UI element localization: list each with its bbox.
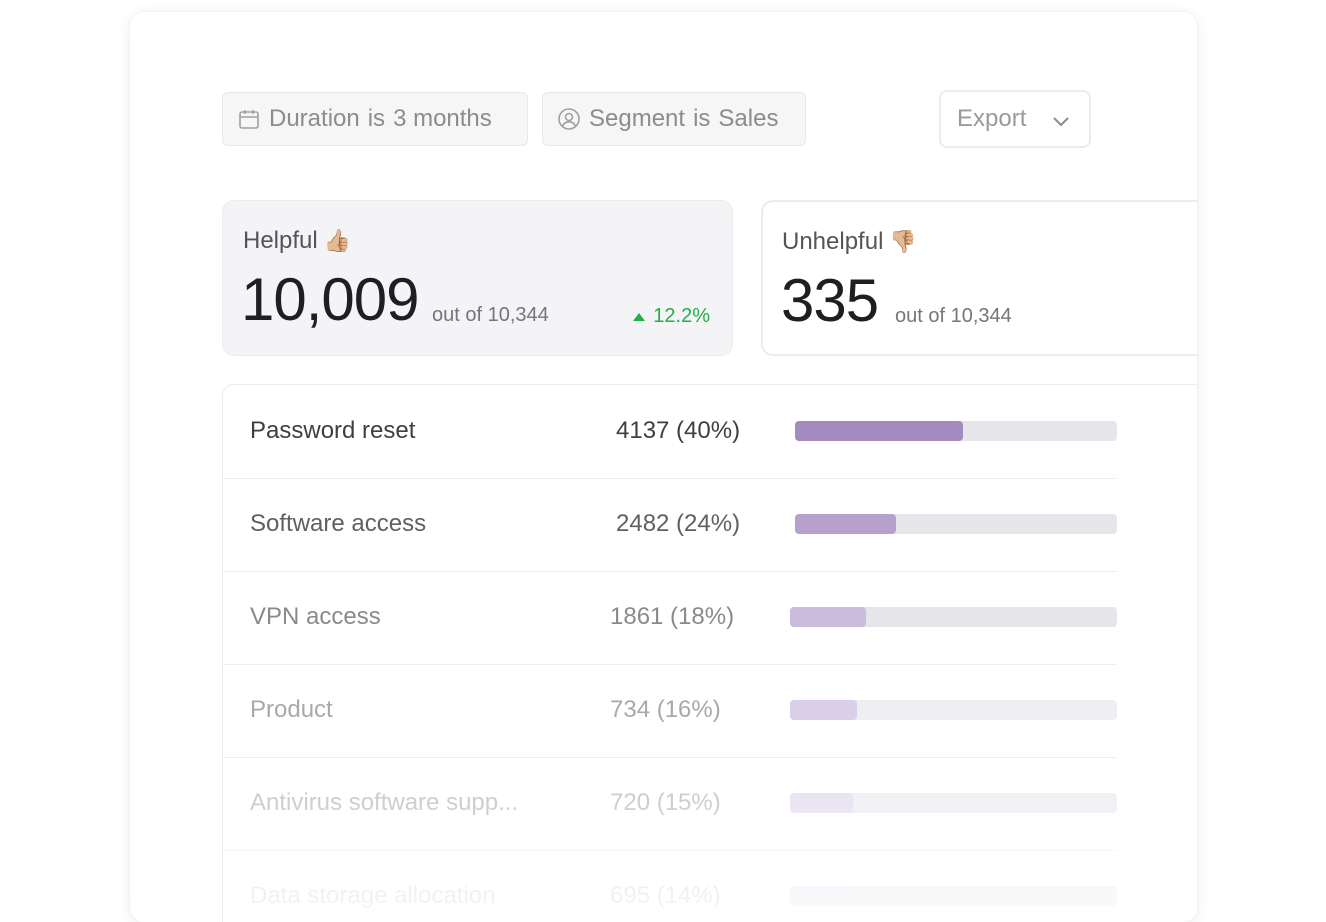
helpful-stat-card[interactable]: Helpful 👍🏼 10,009 out of 10,344 12.2% — [222, 200, 733, 356]
topic-share-bar — [795, 514, 1117, 534]
duration-filter-chip[interactable]: Duration is 3 months — [222, 92, 528, 146]
topic-share-fill — [790, 886, 849, 906]
topic-share-fill — [790, 607, 866, 627]
topic-share-bar — [790, 607, 1117, 627]
helpful-total: out of 10,344 — [432, 304, 549, 326]
topic-name: Product — [250, 696, 333, 723]
unhelpful-label-wrap: Unhelpful 👎🏼 — [782, 228, 917, 256]
filter-key: Duration — [269, 105, 360, 132]
filter-value: 3 months — [393, 105, 492, 132]
topic-name: VPN access — [250, 603, 381, 630]
topic-count: 4137 (40%) — [616, 417, 741, 444]
filter-operator: is — [367, 105, 386, 132]
table-row[interactable]: VPN access 1861 (18%) — [223, 571, 1117, 665]
filter-key: Segment — [589, 105, 686, 132]
filter-value: Sales — [718, 105, 779, 132]
topics-rows: Password reset 4137 (40%) Software access 2… — [223, 385, 1117, 922]
report-panel: Duration is 3 months Segment is Sales Ex… — [130, 12, 1197, 922]
calendar-icon — [237, 107, 261, 131]
thumbs-down-icon: 👎🏼 — [889, 229, 917, 254]
topic-share-bar — [790, 793, 1117, 813]
topic-share-bar — [790, 886, 1117, 906]
topic-name: Password reset — [250, 417, 416, 444]
trend-up-icon — [633, 312, 646, 321]
topic-count: 695 (14%) — [610, 882, 721, 909]
topic-share-fill — [790, 700, 857, 720]
unhelpful-total: out of 10,344 — [895, 305, 1012, 327]
table-row[interactable]: Password reset 4137 (40%) — [223, 385, 1117, 479]
unhelpful-stat-card[interactable]: Unhelpful 👎🏼 335 out of 10,344 — [761, 200, 1197, 356]
topic-share-fill — [795, 514, 896, 534]
table-row[interactable]: Antivirus software supp... 720 (15%) — [223, 757, 1117, 851]
delta-value: 12.2% — [653, 305, 710, 327]
topic-count: 1861 (18%) — [610, 603, 735, 630]
topic-name: Antivirus software supp... — [250, 789, 519, 816]
table-row[interactable]: Software access 2482 (24%) — [223, 478, 1117, 572]
table-row[interactable]: Data storage allocation 695 (14%) — [223, 850, 1117, 922]
user-circle-icon — [557, 107, 581, 131]
helpful-count: 10,009 — [241, 266, 420, 333]
unhelpful-count: 335 — [781, 267, 879, 334]
topic-count: 734 (16%) — [610, 696, 721, 723]
segment-filter-chip[interactable]: Segment is Sales — [542, 92, 806, 146]
card-label: Unhelpful — [782, 228, 884, 255]
topic-share-bar — [790, 700, 1117, 720]
topic-name: Data storage allocation — [250, 882, 496, 909]
helpful-label-wrap: Helpful 👍🏼 — [243, 227, 351, 255]
export-dropdown[interactable]: Export — [939, 90, 1091, 148]
topic-count: 2482 (24%) — [616, 510, 741, 537]
topic-share-fill — [795, 421, 963, 441]
topics-table: Password reset 4137 (40%) Software access 2… — [222, 384, 1197, 922]
table-row[interactable]: Product 734 (16%) — [223, 664, 1117, 758]
chevron-down-icon — [1051, 110, 1071, 130]
filter-operator: is — [693, 105, 711, 132]
helpful-delta: 12.2% — [633, 305, 710, 328]
thumbs-up-icon: 👍🏼 — [323, 228, 352, 253]
export-label: Export — [957, 105, 1027, 132]
topic-count: 720 (15%) — [610, 789, 721, 816]
topic-share-fill — [790, 793, 853, 813]
card-label: Helpful — [243, 227, 318, 254]
topic-share-bar — [795, 421, 1117, 441]
topic-name: Software access — [250, 510, 427, 537]
